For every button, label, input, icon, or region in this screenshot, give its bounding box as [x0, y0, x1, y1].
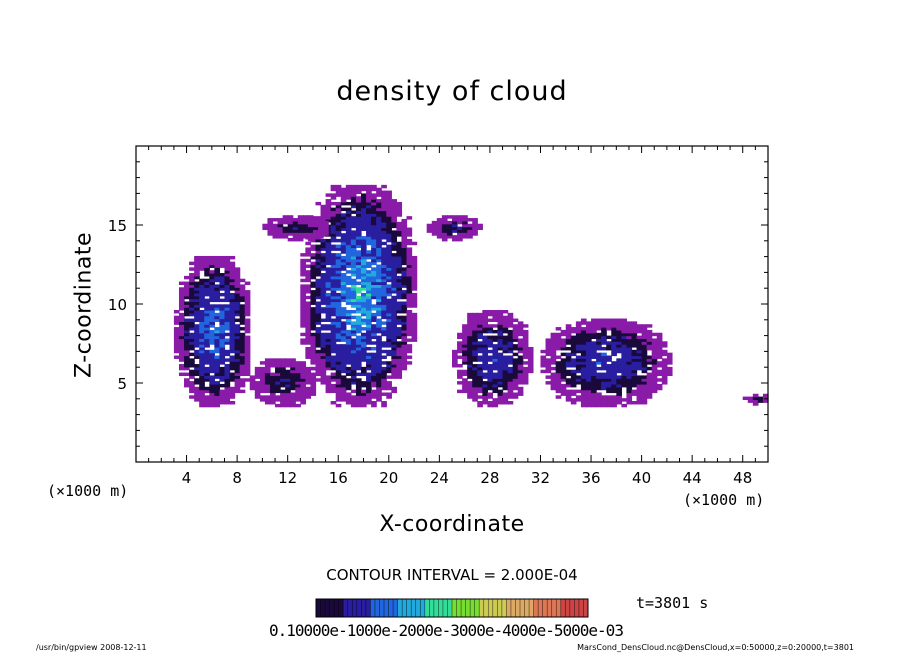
colorbar-segment: [329, 599, 335, 617]
colorbar-segment: [452, 599, 458, 617]
contour-interval-label: CONTOUR INTERVAL = 2.000E-04: [326, 566, 578, 584]
colorbar-segment: [483, 599, 489, 617]
colorbar-segment: [447, 599, 453, 617]
colorbar-segment: [429, 599, 435, 617]
colorbar-segment: [497, 599, 503, 617]
x-tick-label: 20: [379, 469, 398, 487]
colorbar-segment: [569, 599, 575, 617]
cloud-region: [262, 215, 329, 242]
colorbar-segment: [560, 599, 566, 617]
colorbar-segment: [361, 599, 367, 617]
colorbar-segment: [470, 599, 476, 617]
cloud-region: [452, 310, 534, 408]
colorbar-segment: [320, 599, 326, 617]
colorbar-segment: [334, 599, 340, 617]
cloud-region: [173, 255, 251, 408]
colorbar-segment: [501, 599, 507, 617]
colorbar-segment: [415, 599, 421, 617]
colorbar-segment: [411, 599, 417, 617]
colorbar-segment: [515, 599, 521, 617]
colorbar-segment: [461, 599, 467, 617]
colorbar-segment: [520, 599, 526, 617]
y-tick-label: 10: [108, 296, 127, 314]
colorbar-segment: [578, 599, 584, 617]
colorbar-segment: [479, 599, 485, 617]
colorbar-segment: [542, 599, 548, 617]
y-tick-label: 15: [108, 217, 127, 235]
colorbar-segment: [465, 599, 471, 617]
colorbar-segment: [424, 599, 430, 617]
colorbar-segment: [538, 599, 544, 617]
x-tick-label: 4: [182, 469, 192, 487]
colorbar-segment: [438, 599, 444, 617]
colorbar-segment: [442, 599, 448, 617]
x-axis-label: X-coordinate: [379, 512, 525, 537]
x-tick-label: 24: [430, 469, 449, 487]
colorbar-segment: [325, 599, 331, 617]
colorbar-segment: [397, 599, 403, 617]
x-unit-label-right: (×1000 m): [683, 491, 765, 509]
colorbar-segment: [551, 599, 557, 617]
colorbar-segment: [510, 599, 516, 617]
colorbar-segment: [533, 599, 539, 617]
x-tick-label: 8: [232, 469, 242, 487]
colorbar-segment: [384, 599, 390, 617]
colorbar-segment: [506, 599, 512, 617]
footer-left: /usr/bin/gpview 2008-12-11: [36, 643, 147, 652]
colorbar-labels: 0.10000e-1000e-2000e-3000e-4000e-5000e-0…: [269, 621, 624, 640]
time-label: t=3801 s: [636, 594, 709, 612]
x-tick-label: 36: [581, 469, 600, 487]
colorbar-segment: [492, 599, 498, 617]
x-tick-label: 12: [278, 469, 297, 487]
colorbar-segment: [529, 599, 535, 617]
colorbar-segment: [488, 599, 494, 617]
colorbar-segment: [583, 599, 589, 617]
x-tick-label: 40: [632, 469, 651, 487]
colorbar-segment: [393, 599, 399, 617]
colorbar-segment: [406, 599, 412, 617]
colorbar-segment: [433, 599, 439, 617]
colorbar-segment: [456, 599, 462, 617]
x-tick-label: 48: [733, 469, 752, 487]
cloud-density-field: [173, 184, 769, 408]
colorbar-segment: [374, 599, 380, 617]
x-tick-label: 28: [480, 469, 499, 487]
colorbar-segment: [370, 599, 376, 617]
cloud-region: [540, 318, 673, 408]
x-tick-label: 16: [329, 469, 348, 487]
colorbar-segment: [356, 599, 362, 617]
footer-right: MarsCond_DensCloud.nc@DensCloud,x=0:5000…: [577, 643, 854, 652]
colorbar-segment: [365, 599, 371, 617]
cloud-region: [426, 215, 483, 242]
cloud-region: [249, 358, 317, 408]
colorbar-segment: [402, 599, 408, 617]
x-unit-label-left: (×1000 m): [47, 482, 129, 500]
colorbar-segment: [574, 599, 580, 617]
colorbar-frame: [315, 598, 589, 618]
colorbar-segment: [547, 599, 553, 617]
colorbar-segment: [379, 599, 385, 617]
colorbar-segment: [347, 599, 353, 617]
chart-title: density of cloud: [336, 76, 568, 107]
colorbar-segment: [338, 599, 344, 617]
colorbar-segment: [524, 599, 530, 617]
x-tick-label: 44: [683, 469, 702, 487]
colorbar-segment: [420, 599, 426, 617]
colorbar-segment: [343, 599, 349, 617]
colorbar-segment: [352, 599, 358, 617]
colorbar: [315, 598, 589, 618]
colorbar-segment: [556, 599, 562, 617]
colorbar-segment: [474, 599, 480, 617]
colorbar-segment: [316, 599, 322, 617]
colorbar-segment: [388, 599, 394, 617]
x-tick-label: 32: [531, 469, 550, 487]
cloud-region: [742, 393, 769, 406]
colorbar-segment: [565, 599, 571, 617]
y-tick-label: 5: [117, 375, 127, 393]
